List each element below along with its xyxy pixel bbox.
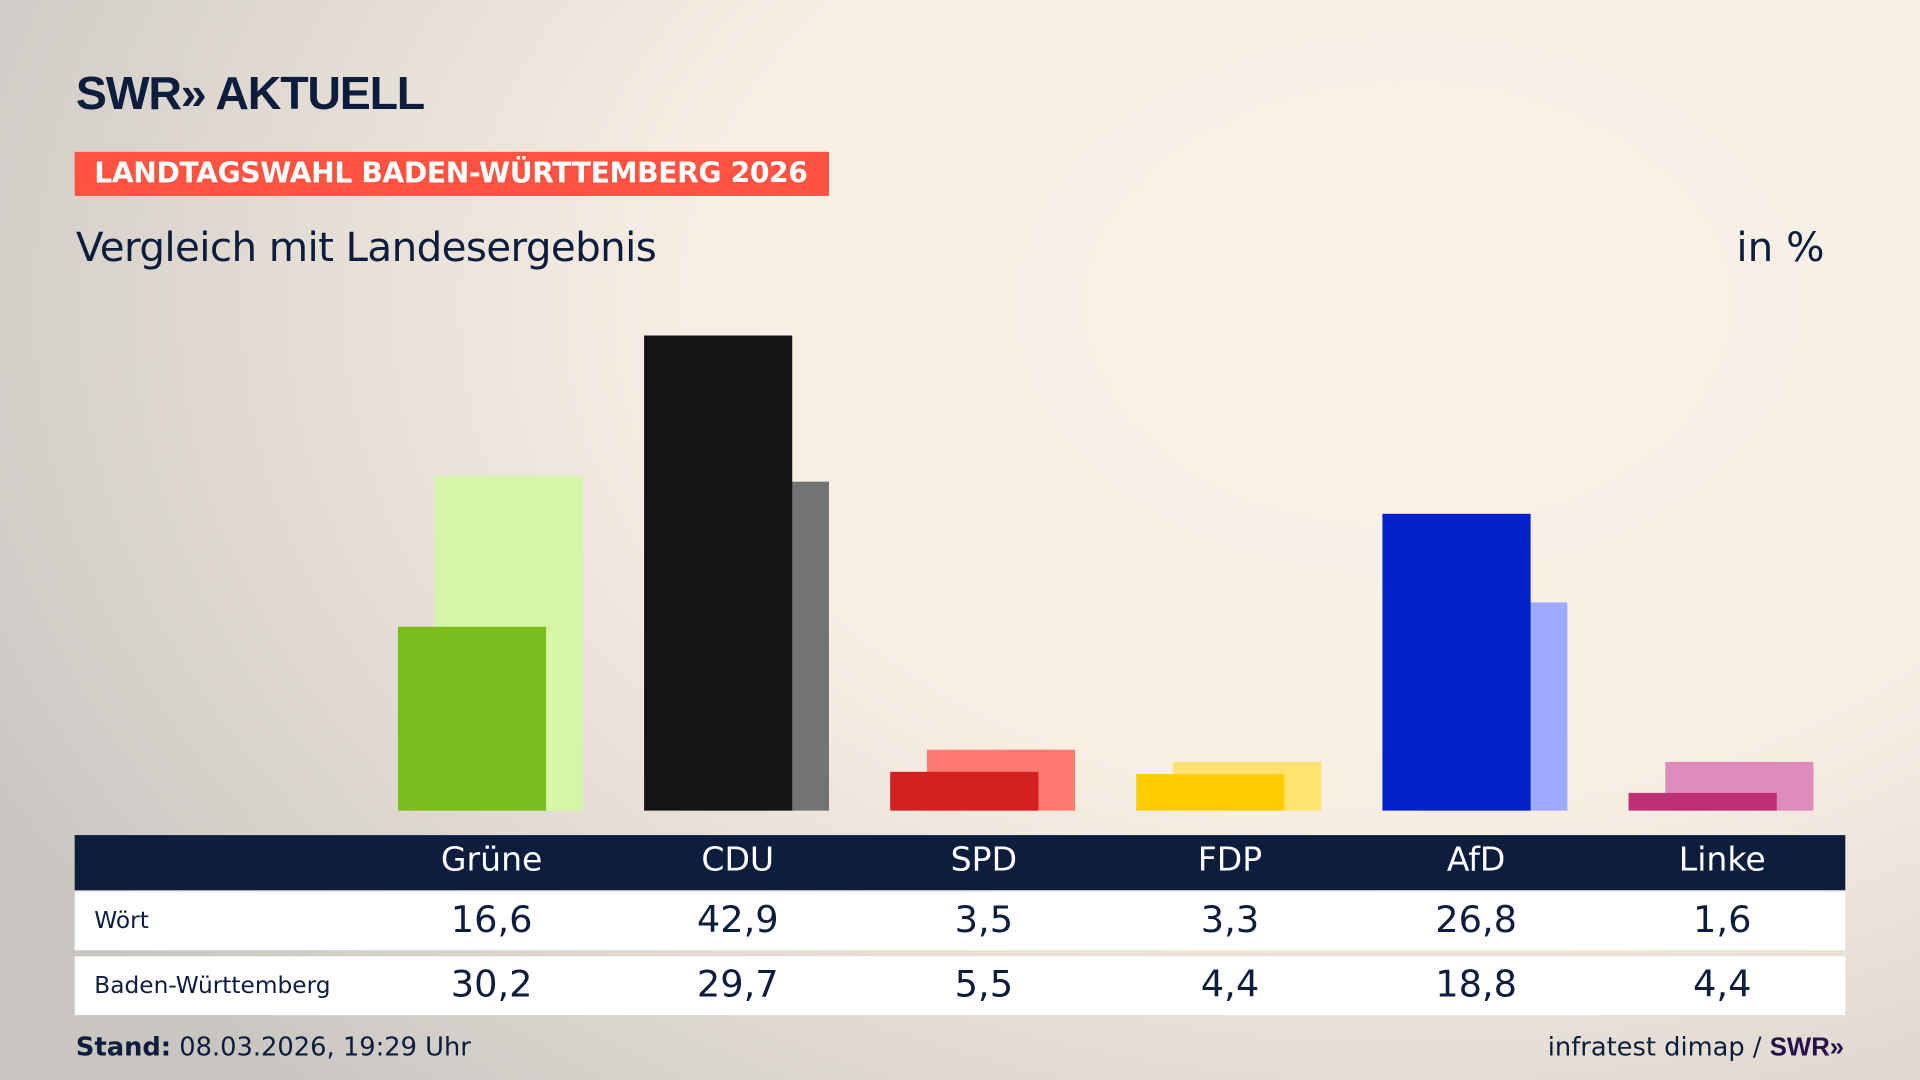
column-header: CDU xyxy=(701,841,775,880)
column-header: AfD xyxy=(1446,841,1506,880)
value-cell: 42,9 xyxy=(696,898,779,942)
source-text: infratest dimap / xyxy=(1547,1032,1762,1062)
stand-label: Stand: xyxy=(75,1032,172,1062)
value-cell: 16,6 xyxy=(450,898,533,942)
swr-logo: SWR» xyxy=(1769,1033,1845,1062)
row-label: Wört xyxy=(94,907,149,935)
value-cell: 26,8 xyxy=(1435,898,1518,942)
value-cell: 30,2 xyxy=(450,963,533,1007)
table-row-bw: Baden-Württemberg 30,2 29,7 5,5 4,4 18,8 4,4 xyxy=(74,956,1846,1016)
bar-afd-woert xyxy=(1382,513,1531,811)
column-header: FDP xyxy=(1197,841,1263,880)
column-header: Grüne xyxy=(440,841,543,880)
stand-value: 08.03.2026, 19:29 Uhr xyxy=(179,1032,471,1062)
value-cell: 3,5 xyxy=(954,898,1014,942)
swr-aktuell-logo: SWR» AKTUELL xyxy=(75,68,425,121)
bar-fdp-woert xyxy=(1136,774,1285,811)
value-cell: 18,8 xyxy=(1435,963,1518,1007)
chart-subtitle: Vergleich mit Landesergebnis xyxy=(75,222,657,271)
unit-label: in % xyxy=(1736,222,1825,271)
value-cell: 1,6 xyxy=(1693,898,1752,942)
value-cell: 5,5 xyxy=(954,963,1014,1007)
table-row-woert: Wört 16,6 42,9 3,5 3,3 26,8 1,6 xyxy=(74,891,1846,951)
column-header: Linke xyxy=(1678,841,1766,880)
row-label: Baden-Württemberg xyxy=(94,972,331,1000)
timestamp: Stand: 08.03.2026, 19:29 Uhr xyxy=(76,1032,471,1061)
bar-cdu-woert xyxy=(644,335,793,811)
value-cell: 3,3 xyxy=(1200,898,1260,942)
value-cell: 4,4 xyxy=(1200,963,1260,1007)
value-cell: 29,7 xyxy=(696,963,779,1007)
bar-linke-woert xyxy=(1628,792,1777,811)
table-header: Grüne CDU SPD FDP AfD Linke xyxy=(74,835,1846,891)
source: infratest dimap / SWR» xyxy=(1548,1032,1844,1063)
kicker-banner: LANDTAGSWAHL BADEN-WÜRTTEMBERG 2026 xyxy=(74,151,829,196)
bar-grüne-woert xyxy=(397,626,547,811)
column-header: SPD xyxy=(950,841,1018,880)
bar-spd-woert xyxy=(890,771,1039,811)
value-cell: 4,4 xyxy=(1693,963,1752,1007)
